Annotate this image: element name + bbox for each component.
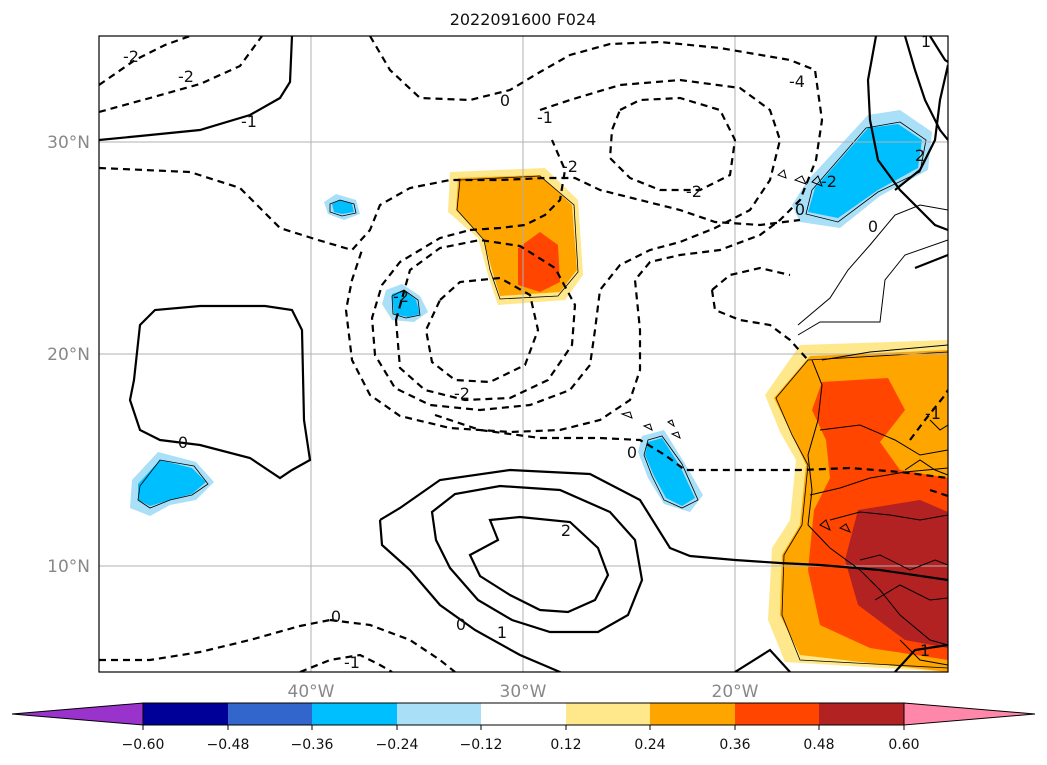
contour-label: 0 <box>331 607 341 626</box>
colorbar-bin <box>228 703 312 725</box>
y-tick-label: 20°N <box>47 345 90 365</box>
x-tick-label: 20°W <box>712 682 759 702</box>
solid-contours <box>99 36 948 672</box>
colorbar-frame <box>142 702 905 726</box>
contour-label: 2 <box>561 521 571 540</box>
plot-frame <box>98 35 949 673</box>
colorbar-tick-label: 0.48 <box>803 737 834 753</box>
contour-label: 0 <box>868 217 878 236</box>
x-tick-label: 40°W <box>288 682 335 702</box>
contour-label: -2 <box>178 67 194 86</box>
contour-label: 1 <box>497 623 507 642</box>
contour-label: -2 <box>123 47 139 66</box>
colorbar-bin <box>566 703 650 725</box>
coastlines <box>620 169 948 666</box>
contour-label: 1 <box>921 32 931 51</box>
colorbar-tick-label: 0.24 <box>634 737 665 753</box>
shading-outlines <box>137 121 948 669</box>
contour-label: -2 <box>686 182 702 201</box>
colorbar-bin <box>481 703 566 725</box>
y-axis-labels: 30°N 20°N 10°N <box>47 133 90 577</box>
negative-anomaly-fill <box>130 110 932 516</box>
contour-label: -1 <box>537 108 553 127</box>
colorbar-tick-label: −0.60 <box>122 737 165 753</box>
colorbar-ticks <box>142 725 905 730</box>
colorbar-tick-label: −0.24 <box>376 737 419 753</box>
contour-label: 0 <box>456 615 466 634</box>
map-title: 2022091600 F024 <box>450 10 597 29</box>
plot-area: -2 -2 -1 0 -1 -2 -2 -4 -2 -2 0 -2 0 2 0 … <box>99 32 948 672</box>
y-tick-label: 30°N <box>47 133 90 153</box>
contour-label: -2 <box>393 287 409 306</box>
contour-label: -2 <box>562 157 578 176</box>
contour-label: -2 <box>821 172 837 191</box>
contour-label: 0 <box>178 433 188 452</box>
contour-label: -1 <box>344 653 360 672</box>
contour-label: 2 <box>915 146 925 165</box>
colorbar-tick-label: −0.36 <box>291 737 334 753</box>
colorbar-bin <box>143 703 228 725</box>
colorbar-tick-label: −0.48 <box>207 737 250 753</box>
contour-labels: -2 -2 -1 0 -1 -2 -2 -4 -2 -2 0 -2 0 2 0 … <box>123 32 941 672</box>
colorbar-under-triangle <box>11 702 144 726</box>
x-axis-labels: 40°W 30°W 20°W <box>288 682 759 702</box>
contour-label: 0 <box>627 443 637 462</box>
contour-label: -1 <box>241 112 257 131</box>
x-tick-label: 30°W <box>500 682 547 702</box>
colorbar: −0.60 −0.48 −0.36 −0.24 −0.12 0.12 0.24 … <box>11 702 1036 753</box>
colorbar-bin <box>735 703 819 725</box>
colorbar-bin <box>650 703 735 725</box>
contour-label: -4 <box>789 72 805 91</box>
y-tick-label: 10°N <box>47 557 90 577</box>
dashed-contours <box>99 36 948 672</box>
colorbar-bin <box>397 703 481 725</box>
colorbar-over-triangle <box>903 702 1036 726</box>
colorbar-tick-label: 0.36 <box>719 737 750 753</box>
contour-label: 0 <box>795 200 805 219</box>
contour-label: -2 <box>454 384 470 403</box>
colorbar-tick-label: 0.12 <box>550 737 581 753</box>
colorbar-bin <box>312 703 397 725</box>
contour-label: -1 <box>925 404 941 423</box>
grid-lines <box>99 36 948 672</box>
colorbar-tick-label: 0.60 <box>888 737 919 753</box>
colorbar-bin <box>819 703 904 725</box>
colorbar-tick-label: −0.12 <box>460 737 503 753</box>
positive-anomaly-fill <box>448 168 948 672</box>
contour-label: 0 <box>500 91 510 110</box>
contour-label: 1 <box>920 641 930 660</box>
